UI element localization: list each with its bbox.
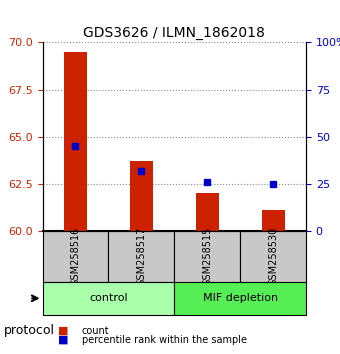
Text: ■: ■: [58, 326, 68, 336]
Text: protocol: protocol: [3, 325, 54, 337]
Bar: [261, 210, 285, 231]
Text: ■: ■: [58, 335, 68, 345]
Text: MIF depletion: MIF depletion: [203, 293, 278, 303]
FancyBboxPatch shape: [174, 281, 306, 315]
Text: count: count: [82, 326, 109, 336]
Bar: [64, 52, 87, 231]
Text: GSM258530: GSM258530: [268, 227, 278, 286]
Text: percentile rank within the sample: percentile rank within the sample: [82, 335, 246, 345]
Bar: [195, 193, 219, 231]
Text: GSM258517: GSM258517: [136, 227, 146, 286]
FancyBboxPatch shape: [108, 231, 174, 281]
FancyBboxPatch shape: [42, 231, 108, 281]
FancyBboxPatch shape: [240, 231, 306, 281]
Text: GSM258516: GSM258516: [70, 227, 81, 286]
Title: GDS3626 / ILMN_1862018: GDS3626 / ILMN_1862018: [83, 26, 265, 40]
Text: GSM258515: GSM258515: [202, 227, 212, 286]
FancyBboxPatch shape: [42, 281, 174, 315]
Bar: [130, 161, 153, 231]
FancyBboxPatch shape: [174, 231, 240, 281]
Text: control: control: [89, 293, 128, 303]
